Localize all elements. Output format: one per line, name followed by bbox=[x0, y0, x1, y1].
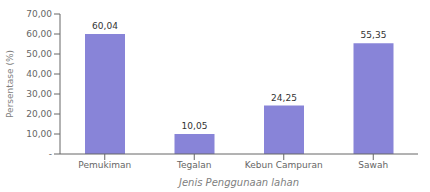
svg-text:70,00: 70,00 bbox=[26, 9, 52, 19]
svg-text:-: - bbox=[49, 149, 52, 159]
svg-text:50,00: 50,00 bbox=[26, 49, 52, 59]
svg-text:60,04: 60,04 bbox=[92, 21, 118, 31]
svg-text:55,35: 55,35 bbox=[361, 30, 387, 40]
svg-text:Jenis Penggunaan lahan: Jenis Penggunaan lahan bbox=[177, 177, 299, 188]
svg-text:30,00: 30,00 bbox=[26, 89, 52, 99]
svg-text:24,25: 24,25 bbox=[271, 93, 297, 103]
svg-text:Kebun Campuran: Kebun Campuran bbox=[245, 160, 323, 170]
svg-text:20,00: 20,00 bbox=[26, 109, 52, 119]
svg-text:40,00: 40,00 bbox=[26, 69, 52, 79]
svg-text:60,00: 60,00 bbox=[26, 29, 52, 39]
svg-text:Sawah: Sawah bbox=[358, 160, 388, 170]
svg-text:Pemukiman: Pemukiman bbox=[78, 160, 131, 170]
svg-text:10,05: 10,05 bbox=[182, 121, 208, 131]
svg-text:Persentase (%): Persentase (%) bbox=[8, 50, 15, 118]
svg-text:Tegalan: Tegalan bbox=[176, 160, 211, 170]
svg-text:10,00: 10,00 bbox=[26, 129, 52, 139]
